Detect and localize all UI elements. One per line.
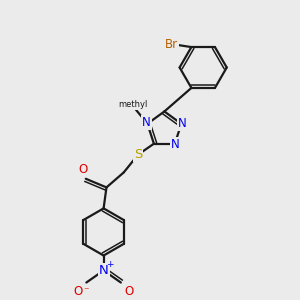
Text: ⁻: ⁻ <box>83 286 88 296</box>
Text: S: S <box>134 148 142 161</box>
Text: Br: Br <box>165 38 178 51</box>
Text: O: O <box>124 285 134 298</box>
Text: N: N <box>99 264 109 277</box>
Text: O: O <box>74 285 83 298</box>
Text: methyl: methyl <box>118 100 148 109</box>
Text: N: N <box>170 138 179 152</box>
Text: N: N <box>142 116 151 129</box>
Text: +: + <box>106 260 113 268</box>
Text: O: O <box>79 164 88 176</box>
Text: N: N <box>178 117 187 130</box>
